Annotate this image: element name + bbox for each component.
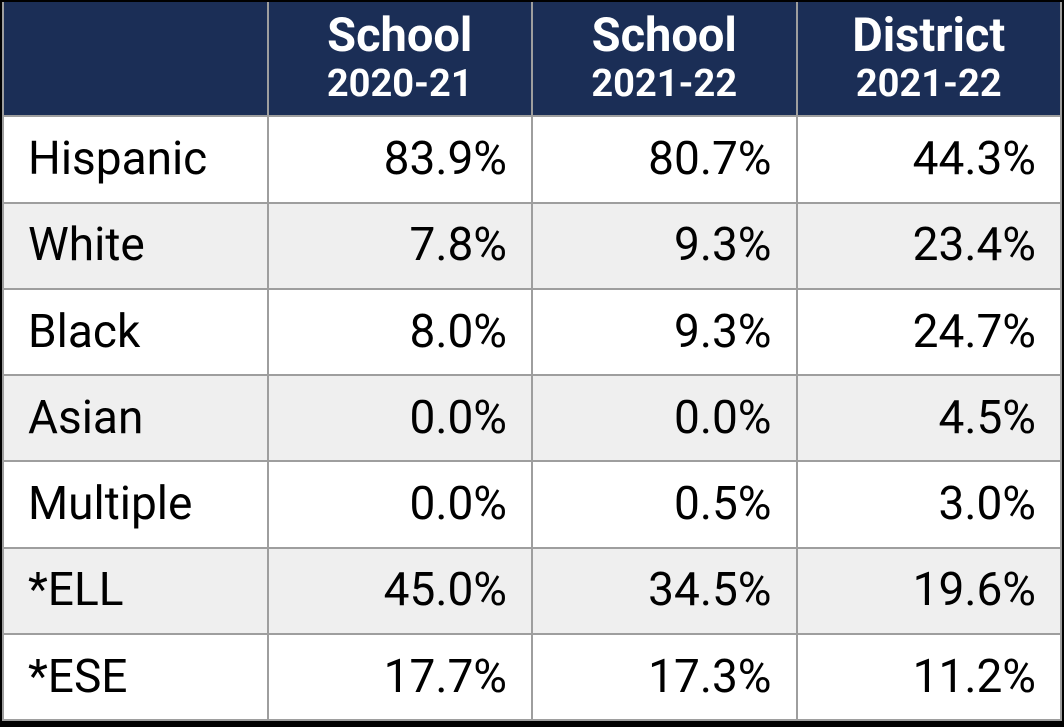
header-col-0-sub: 2020-21 (293, 64, 508, 106)
header-col-2: District 2021-22 (797, 2, 1062, 116)
row-4-col-2: 3.0% (797, 461, 1062, 547)
row-0-label: Hispanic (3, 116, 268, 202)
row-0-col-1: 80.7% (532, 116, 797, 202)
row-4-col-1: 0.5% (532, 461, 797, 547)
row-5-col-2: 19.6% (797, 548, 1062, 634)
row-1-col-1: 9.3% (532, 203, 797, 289)
row-3-label: Asian (3, 375, 268, 461)
row-6-col-2: 11.2% (797, 634, 1062, 720)
header-blank (3, 2, 268, 116)
table-row: Asian 0.0% 0.0% 4.5% (3, 375, 1061, 461)
table-row: *ELL 45.0% 34.5% 19.6% (3, 548, 1061, 634)
header-col-2-sub: 2021-22 (822, 64, 1037, 106)
row-2-col-0: 8.0% (268, 289, 533, 375)
row-6-label: *ESE (3, 634, 268, 720)
row-1-col-2: 23.4% (797, 203, 1062, 289)
row-2-col-1: 9.3% (532, 289, 797, 375)
header-col-0: School 2020-21 (268, 2, 533, 116)
demographics-table-container: School 2020-21 School 2021-22 District 2… (0, 0, 1064, 727)
row-2-label: Black (3, 289, 268, 375)
header-col-2-title: District (822, 10, 1037, 62)
header-col-1-sub: 2021-22 (557, 64, 772, 106)
table-header-row: School 2020-21 School 2021-22 District 2… (3, 2, 1061, 116)
row-3-col-0: 0.0% (268, 375, 533, 461)
row-5-col-1: 34.5% (532, 548, 797, 634)
row-2-col-2: 24.7% (797, 289, 1062, 375)
row-4-col-0: 0.0% (268, 461, 533, 547)
row-5-label: *ELL (3, 548, 268, 634)
demographics-table: School 2020-21 School 2021-22 District 2… (2, 2, 1062, 721)
table-row: *ESE 17.7% 17.3% 11.2% (3, 634, 1061, 720)
row-0-col-2: 44.3% (797, 116, 1062, 202)
table-row: Hispanic 83.9% 80.7% 44.3% (3, 116, 1061, 202)
table-row: Black 8.0% 9.3% 24.7% (3, 289, 1061, 375)
row-1-label: White (3, 203, 268, 289)
table-row: White 7.8% 9.3% 23.4% (3, 203, 1061, 289)
row-3-col-2: 4.5% (797, 375, 1062, 461)
row-0-col-0: 83.9% (268, 116, 533, 202)
header-col-1-title: School (557, 10, 772, 62)
header-col-0-title: School (293, 10, 508, 62)
row-5-col-0: 45.0% (268, 548, 533, 634)
table-row: Multiple 0.0% 0.5% 3.0% (3, 461, 1061, 547)
row-4-label: Multiple (3, 461, 268, 547)
row-3-col-1: 0.0% (532, 375, 797, 461)
row-6-col-0: 17.7% (268, 634, 533, 720)
header-col-1: School 2021-22 (532, 2, 797, 116)
row-6-col-1: 17.3% (532, 634, 797, 720)
row-1-col-0: 7.8% (268, 203, 533, 289)
